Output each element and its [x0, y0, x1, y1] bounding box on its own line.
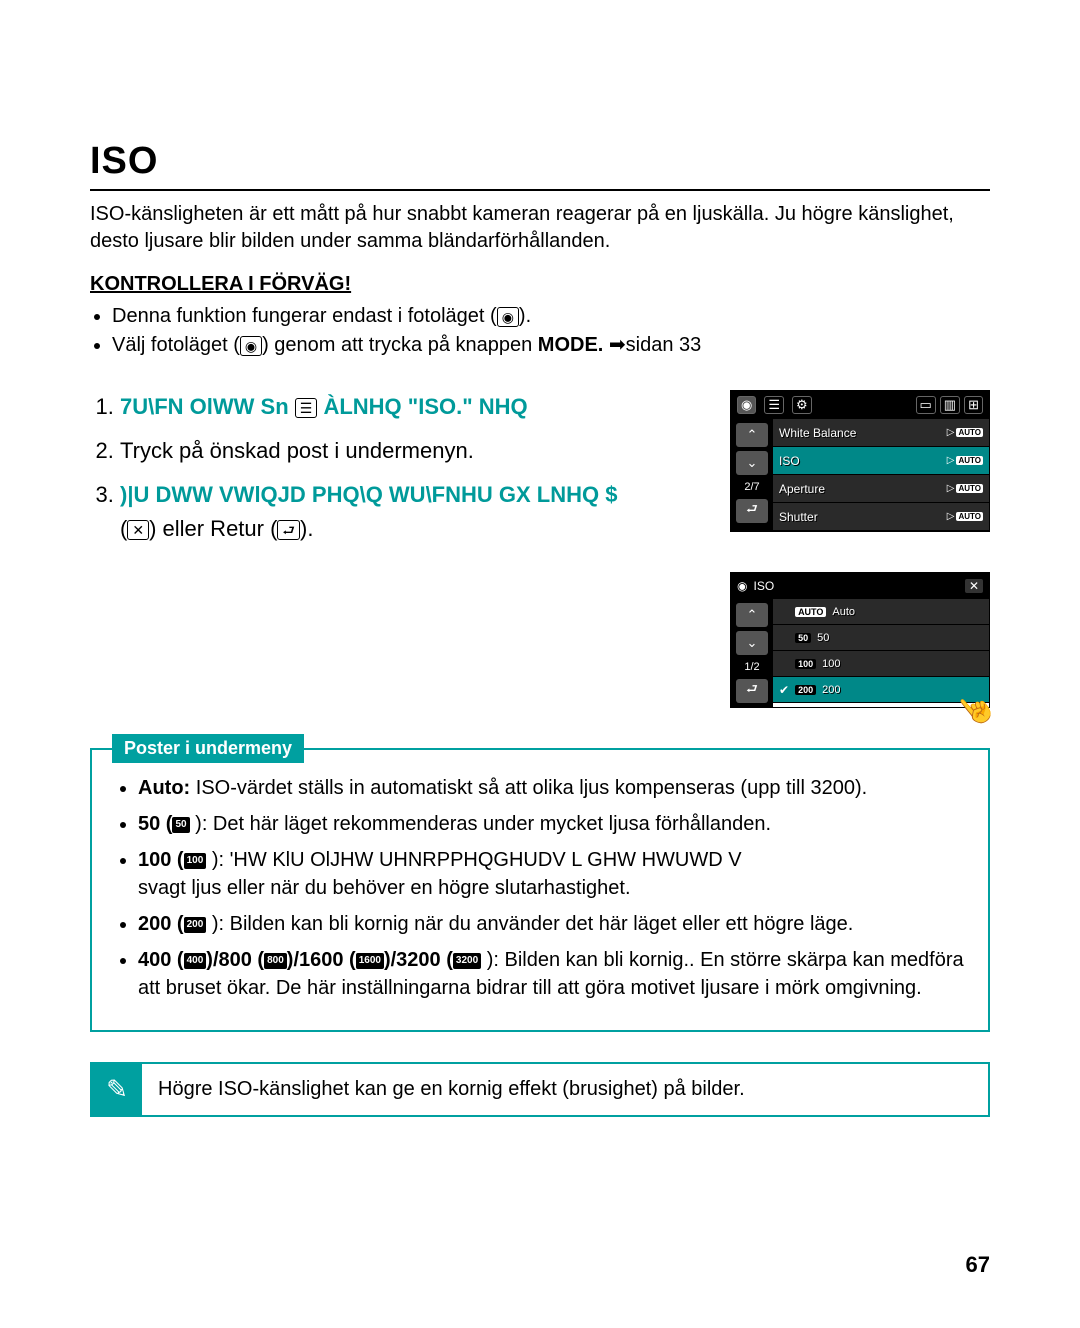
battery-icon: ▥: [940, 396, 960, 414]
submenu-tag: Poster i undermeny: [112, 734, 304, 763]
iso-800-icon: 800: [264, 953, 287, 969]
page-title: ISO: [90, 140, 990, 191]
check-bullet-1: Denna funktion fungerar endast i fotoläg…: [112, 302, 990, 331]
submenu-box: Poster i undermeny Auto: ISO-värdet stäl…: [90, 748, 990, 1032]
close-button[interactable]: ✕: [965, 579, 983, 593]
camera-screenshots: ◉ ☰ ⚙ ▭ ▥ ⊞ ⌃ ⌄ 2/7 ⮐ White Balance▷AUTO…: [730, 390, 990, 708]
camera-icon: ◉: [737, 579, 747, 593]
iso-200-icon: 200: [184, 917, 207, 933]
iso-row[interactable]: ✔100100: [773, 651, 989, 677]
up-button[interactable]: ⌃: [736, 423, 768, 447]
camera-iso-screen: ◉ ISO ✕ ⌃ ⌄ 1/2 ⮐ ✔AUTOAuto✔5050✔100100✔…: [730, 572, 990, 708]
close-icon: ✕: [127, 520, 149, 540]
down-button[interactable]: ⌄: [736, 451, 768, 475]
menu-row[interactable]: Shutter▷AUTO: [773, 503, 989, 531]
note-icon: ✎: [92, 1064, 142, 1115]
menu-icon: ☰: [295, 398, 318, 418]
step-3: )|U DWW VWlQJD PHQ\Q WU\FNHU GX LNHQ $ (…: [120, 478, 710, 546]
intro-text: ISO-känsligheten är ett mått på hur snab…: [90, 201, 990, 255]
step-2: Tryck på önskad post i undermenyn.: [120, 434, 710, 468]
back-button[interactable]: ⮐: [736, 679, 768, 703]
page-indicator: 1/2: [744, 659, 759, 675]
iso-400-icon: 400: [184, 953, 207, 969]
step-1: 7U\FN OlWW Sn ☰ ÀLNHQ "ISO." NHQ: [120, 390, 710, 424]
submenu-50: 50 (50 ): Det här läget rekommenderas un…: [138, 810, 968, 838]
res-icon: ⊞: [964, 396, 983, 414]
steps-list: 7U\FN OlWW Sn ☰ ÀLNHQ "ISO." NHQ Tryck p…: [90, 390, 710, 556]
camera-tab-icon: ◉: [737, 396, 756, 414]
iso-50-icon: 50: [172, 817, 189, 833]
iso-100-icon: 100: [184, 853, 207, 869]
check-bullet-2: Välj fotoläget (◉) genom att trycka på k…: [112, 331, 990, 360]
submenu-auto: Auto: ISO-värdet ställs in automatiskt s…: [138, 774, 968, 802]
camera-icon: ◉: [240, 336, 262, 356]
back-button[interactable]: ⮐: [736, 499, 768, 523]
note-text: Högre ISO-känslighet kan ge en kornig ef…: [142, 1064, 988, 1115]
iso-1600-icon: 1600: [356, 953, 384, 969]
menu-row[interactable]: Aperture▷AUTO: [773, 475, 989, 503]
camera-menu-screen: ◉ ☰ ⚙ ▭ ▥ ⊞ ⌃ ⌄ 2/7 ⮐ White Balance▷AUTO…: [730, 390, 990, 532]
iso-row[interactable]: ✔AUTOAuto: [773, 599, 989, 625]
list-tab-icon: ☰: [764, 396, 784, 414]
menu-row[interactable]: ISO▷AUTO: [773, 447, 989, 475]
iso-row[interactable]: ✔5050: [773, 625, 989, 651]
submenu-200: 200 (200 ): Bilden kan bli kornig när du…: [138, 910, 968, 938]
note-box: ✎ Högre ISO-känslighet kan ge en kornig …: [90, 1062, 990, 1117]
submenu-multi: 400 (400)/800 (800)/1600 (1600)/3200 (32…: [138, 946, 968, 1002]
down-button[interactable]: ⌄: [736, 631, 768, 655]
iso-title: ISO: [753, 579, 774, 593]
page-number: 67: [966, 1252, 990, 1278]
card-icon: ▭: [916, 396, 936, 414]
camera-icon: ◉: [497, 307, 519, 327]
return-icon: ⮐: [277, 520, 300, 540]
iso-3200-icon: 3200: [453, 953, 481, 969]
up-button[interactable]: ⌃: [736, 603, 768, 627]
gear-tab-icon: ⚙: [792, 396, 812, 414]
check-header: KONTROLLERA I FÖRVÄG!: [90, 273, 990, 296]
submenu-100: 100 (100 ): 'HW KlU OlJHW UHNRPPHQGHUDV …: [138, 846, 968, 902]
page-indicator: 2/7: [744, 479, 759, 495]
iso-row[interactable]: ✔200200: [773, 677, 989, 703]
check-bullets: Denna funktion fungerar endast i fotoläg…: [90, 302, 990, 360]
menu-row[interactable]: White Balance▷AUTO: [773, 419, 989, 447]
